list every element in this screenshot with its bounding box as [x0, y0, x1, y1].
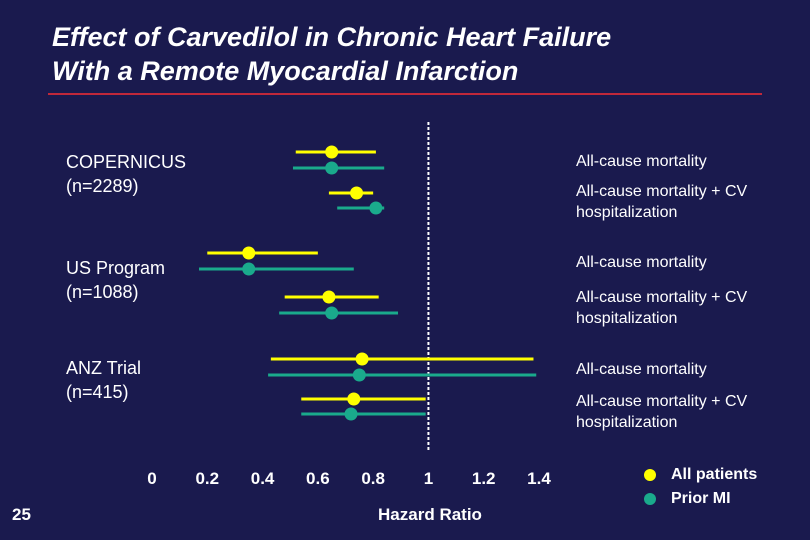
chart-title: Effect of Carvedilol in Chronic Heart Fa…	[52, 20, 772, 88]
point-estimate-all-patients	[347, 392, 361, 406]
point-estimate-all-patients	[325, 145, 339, 159]
x-tick-label: 1.2	[471, 469, 496, 488]
outcome-label: All-cause mortality	[576, 254, 707, 271]
study-label-us-program: US Program (n=1088)	[66, 256, 165, 304]
point-estimate-all-patients	[355, 352, 369, 366]
legend-marker-prior-mi	[644, 493, 656, 505]
point-estimate-prior-mi	[369, 201, 383, 215]
x-tick-label: 1	[423, 469, 434, 488]
study-n: (n=415)	[66, 382, 129, 402]
title-line-1: Effect of Carvedilol in Chronic Heart Fa…	[52, 22, 612, 52]
x-tick-label: 1.4	[527, 469, 551, 488]
legend-marker-all-patients	[644, 469, 656, 481]
outcome-label: All-cause mortality + CV hospitalization	[576, 393, 748, 431]
point-estimate-all-patients	[350, 186, 364, 200]
outcome-label: All-cause mortality + CV hospitalization	[576, 183, 748, 221]
outcome-label: All-cause mortality	[576, 153, 707, 170]
slide-number: 25	[12, 505, 31, 524]
x-tick-label: 0.8	[361, 469, 385, 488]
outcome-label: All-cause mortality + CV hospitalization	[576, 289, 748, 327]
point-estimate-all-patients	[322, 290, 336, 304]
point-estimate-all-patients	[242, 246, 256, 260]
point-estimate-prior-mi	[325, 161, 339, 175]
x-tick-label: 0.4	[250, 469, 275, 488]
point-estimate-prior-mi	[242, 262, 256, 276]
study-label-copernicus: COPERNICUS (n=2289)	[66, 150, 186, 198]
point-estimate-prior-mi	[344, 407, 358, 421]
point-estimate-prior-mi	[352, 368, 366, 382]
legend-label: Prior MI	[671, 490, 731, 507]
x-axis-label: Hazard Ratio	[378, 505, 482, 524]
study-name: ANZ Trial	[66, 358, 142, 378]
study-n: (n=2289)	[66, 176, 139, 196]
title-divider	[48, 93, 762, 95]
title-line-2: With a Remote Myocardial Infarction	[52, 56, 519, 86]
study-name: COPERNICUS	[66, 152, 187, 172]
legend-label: All patients	[671, 466, 758, 483]
x-tick-label: 0	[147, 469, 157, 488]
point-estimate-prior-mi	[325, 306, 339, 320]
study-n: (n=1088)	[66, 282, 139, 302]
study-label-anz-trial: ANZ Trial (n=415)	[66, 356, 141, 404]
x-tick-label: 0.2	[195, 469, 220, 488]
x-tick-label: 0.6	[306, 469, 330, 488]
study-name: US Program	[66, 258, 166, 278]
outcome-label: All-cause mortality	[576, 361, 707, 378]
